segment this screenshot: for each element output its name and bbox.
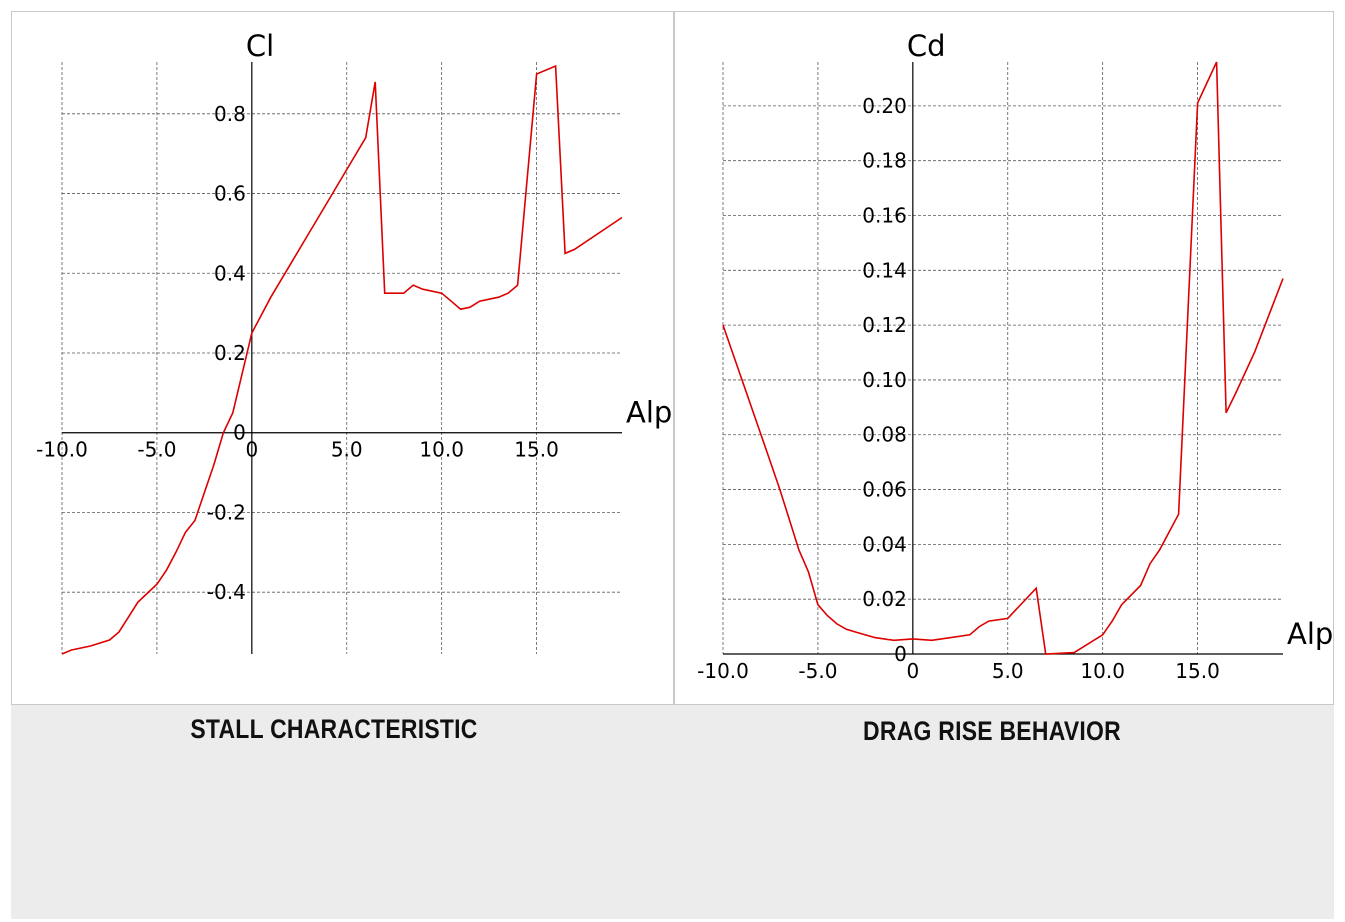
stall-y-tick-label: -0.4 bbox=[207, 580, 246, 604]
drag-chart-caption: DRAG RISE BEHAVIOR bbox=[863, 716, 1121, 746]
drag-x-tick-label: 5.0 bbox=[992, 659, 1024, 683]
drag-y-tick-label: 0.04 bbox=[862, 532, 907, 556]
drag-x-axis-title: Alp bbox=[1287, 617, 1333, 651]
stall-y-tick-label: 0.4 bbox=[214, 261, 246, 285]
drag-y-tick-label: 0.18 bbox=[862, 149, 907, 173]
drag-y-tick-label: 0 bbox=[894, 642, 907, 666]
drag-x-tick-label: 0 bbox=[906, 659, 919, 683]
stall-x-tick-label: 15.0 bbox=[514, 438, 559, 462]
drag-x-tick-label: 10.0 bbox=[1080, 659, 1125, 683]
drag-y-tick-label: 0.20 bbox=[862, 94, 907, 118]
drag-y-tick-label: 0.06 bbox=[862, 478, 907, 502]
stall-y-tick-label: 0 bbox=[233, 421, 246, 445]
stall-y-axis-title: Cl bbox=[246, 29, 274, 63]
drag-x-tick-label: -10.0 bbox=[697, 659, 749, 683]
stall-chart-frame bbox=[11, 11, 674, 705]
stall-series-line bbox=[61, 64, 623, 655]
drag-y-tick-label: 0.02 bbox=[862, 587, 907, 611]
drag-y-tick-label: 0.08 bbox=[862, 423, 907, 447]
stall-y-tick-label: 0.8 bbox=[214, 102, 246, 126]
drag-y-tick-label: 0.14 bbox=[862, 258, 907, 282]
stall-x-tick-label: 10.0 bbox=[419, 438, 464, 462]
stall-chart-caption: STALL CHARACTERISTIC bbox=[190, 714, 478, 744]
stall-x-tick-label: -5.0 bbox=[137, 438, 176, 462]
drag-x-tick-label: 15.0 bbox=[1175, 659, 1220, 683]
stall-chart: -10.0 -5.0 0 5.0 10.0 15.0 -0.4 -0.2 0 0.2 0.4 0.6 0… bbox=[36, 29, 672, 655]
stall-y-tick-label: -0.2 bbox=[207, 500, 246, 524]
stall-y-tick-label: 0.6 bbox=[214, 182, 246, 206]
drag-y-tick-label: 0.10 bbox=[862, 368, 907, 392]
drag-chart: -10.0 -5.0 0 5.0 10.0 15.0 0 0.02 0.04 0.06 0.08 0.… bbox=[697, 29, 1333, 683]
drag-y-tick-label: 0.12 bbox=[862, 313, 907, 337]
stall-x-axis-title: Alp bbox=[626, 396, 672, 430]
drag-y-tick-label: 0.16 bbox=[862, 203, 907, 227]
stall-y-tick-label: 0.2 bbox=[214, 341, 246, 365]
drag-x-tick-label: -5.0 bbox=[798, 659, 837, 683]
drag-y-axis-title: Cd bbox=[907, 29, 946, 63]
stall-x-tick-label: 5.0 bbox=[331, 438, 363, 462]
stall-x-tick-label: -10.0 bbox=[36, 438, 88, 462]
stall-x-tick-label: 0 bbox=[245, 438, 258, 462]
drag-series-line bbox=[722, 61, 1284, 655]
